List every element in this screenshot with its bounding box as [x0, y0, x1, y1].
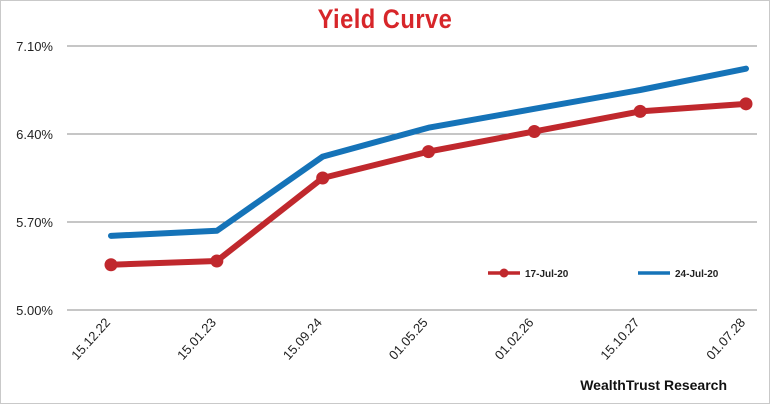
x-tick-label: 15.10.27: [597, 315, 642, 363]
data-point: [316, 171, 330, 185]
x-tick-label: 01.02.26: [492, 315, 537, 363]
x-tick-label: 01.05.25: [386, 315, 431, 363]
y-tick-label: 5.70%: [16, 215, 53, 230]
source-credit: WealthTrust Research: [580, 377, 727, 393]
data-point: [422, 145, 435, 159]
y-tick-label: 7.10%: [16, 39, 53, 54]
x-axis-ticks: 15.12.22 15.01.23 15.09.24 01.05.25 01.02.26…: [68, 315, 748, 363]
x-tick-label: 15.12.22: [68, 315, 113, 363]
series-lines: [104, 65, 753, 272]
legend: 17-Jul-20 24-Jul-20: [488, 268, 719, 280]
data-point: [104, 258, 118, 272]
chart-title: Yield Curve: [317, 4, 453, 34]
legend-swatch-marker: [499, 268, 509, 278]
data-point: [210, 254, 224, 268]
series-line-2: [108, 65, 749, 239]
data-point: [633, 104, 647, 118]
y-tick-label: 6.40%: [16, 127, 53, 142]
legend-label: 17-Jul-20: [525, 269, 569, 280]
legend-label: 24-Jul-20: [675, 269, 719, 280]
y-tick-label: 5.00%: [16, 303, 53, 318]
x-tick-label: 15.09.24: [280, 315, 325, 363]
x-tick-label: 01.07.28: [703, 315, 748, 363]
y-axis-ticks: 5.00% 5.70% 6.40% 7.10%: [16, 39, 53, 318]
data-point: [739, 97, 753, 111]
x-tick-label: 15.01.23: [174, 315, 219, 363]
data-point: [527, 124, 541, 138]
